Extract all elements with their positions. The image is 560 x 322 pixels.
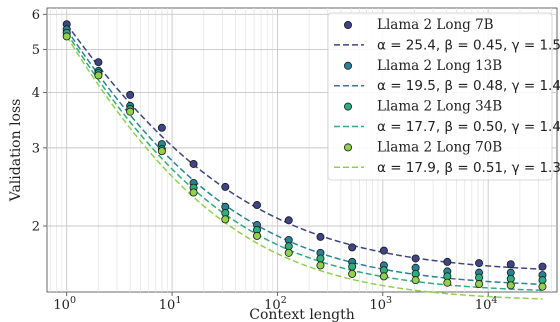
data-point xyxy=(506,260,515,269)
data-point xyxy=(475,280,484,289)
data-point xyxy=(62,32,71,41)
fit-curves xyxy=(66,23,543,300)
legend-series-name: Llama 2 Long 34B xyxy=(377,99,502,115)
data-point xyxy=(94,71,103,80)
x-tick-exponent: 3 xyxy=(386,295,392,306)
y-tick-label: 3 xyxy=(32,141,40,156)
data-point xyxy=(411,254,420,263)
data-point xyxy=(221,182,230,191)
data-point xyxy=(316,261,325,270)
data-point xyxy=(443,257,452,266)
data-point xyxy=(348,243,357,252)
data-point xyxy=(221,215,230,224)
data-point xyxy=(379,272,388,281)
x-tick-label: 103 xyxy=(370,295,393,313)
x-tick-label: 100 xyxy=(53,295,76,313)
data-point xyxy=(189,188,198,197)
fit-curve xyxy=(66,28,543,286)
x-tick-labels: 100 101 102 103 104 xyxy=(53,292,497,313)
data-point xyxy=(316,254,325,263)
data-point xyxy=(157,123,166,132)
y-tick-labels: 2 3 4 5 6 xyxy=(32,8,47,235)
legend-fit-label: α = 17.9, β = 0.51, γ = 1.35 xyxy=(377,160,560,176)
fit-curve xyxy=(66,23,543,270)
data-point xyxy=(538,262,547,271)
legend-fit-label: α = 19.5, β = 0.48, γ = 1.45 xyxy=(377,78,560,94)
legend-series-name: Llama 2 Long 70B xyxy=(377,139,502,155)
y-tick-label: 2 xyxy=(32,220,40,235)
data-point xyxy=(411,276,420,285)
x-tick-base: 10 xyxy=(159,298,176,313)
data-point xyxy=(94,58,103,67)
x-tick-exponent: 1 xyxy=(175,295,181,306)
data-point xyxy=(284,242,293,251)
data-point xyxy=(316,232,325,241)
legend-series-name: Llama 2 Long 13B xyxy=(377,58,502,74)
data-point xyxy=(157,147,166,156)
legend-fit-label: α = 17.7, β = 0.50, γ = 1.41 xyxy=(377,119,560,135)
y-tick-label: 6 xyxy=(32,8,40,23)
data-point xyxy=(475,259,484,268)
data-point xyxy=(443,278,452,287)
x-tick-exponent: 2 xyxy=(281,295,287,306)
y-tick-label: 4 xyxy=(32,86,40,101)
data-point xyxy=(284,216,293,225)
data-point xyxy=(379,246,388,255)
data-point xyxy=(348,269,357,278)
x-axis-label: Context length xyxy=(249,307,354,322)
y-axis-label: Validation loss xyxy=(8,99,24,203)
legend-marker xyxy=(343,20,352,29)
x-tick-label: 101 xyxy=(159,295,182,313)
x-tick-base: 10 xyxy=(370,298,387,313)
x-tick-exponent: 4 xyxy=(491,295,497,306)
x-tick-label: 104 xyxy=(475,295,498,313)
legend-marker xyxy=(343,61,352,70)
legend: Llama 2 Long 7B α = 25.4, β = 0.45, γ = 1… xyxy=(327,12,560,181)
data-point xyxy=(253,231,262,240)
legend-box xyxy=(327,12,553,181)
data-points xyxy=(62,20,547,291)
data-point xyxy=(126,90,135,99)
x-tick-label: 102 xyxy=(264,295,287,313)
legend-fit-label: α = 25.4, β = 0.45, γ = 1.56 xyxy=(377,37,560,53)
legend-marker xyxy=(343,143,352,152)
fit-curve xyxy=(66,36,543,300)
data-point xyxy=(538,282,547,291)
y-tick-label: 5 xyxy=(32,43,40,58)
data-point xyxy=(348,262,357,271)
data-point xyxy=(284,248,293,257)
data-point xyxy=(126,107,135,116)
x-tick-base: 10 xyxy=(53,298,70,313)
x-tick-exponent: 0 xyxy=(70,295,76,306)
legend-series-name: Llama 2 Long 7B xyxy=(377,17,494,33)
legend-marker xyxy=(343,102,352,111)
data-point xyxy=(506,281,515,290)
x-tick-base: 10 xyxy=(475,298,492,313)
data-point xyxy=(253,201,262,210)
x-tick-base: 10 xyxy=(264,298,281,313)
data-point xyxy=(189,159,198,168)
